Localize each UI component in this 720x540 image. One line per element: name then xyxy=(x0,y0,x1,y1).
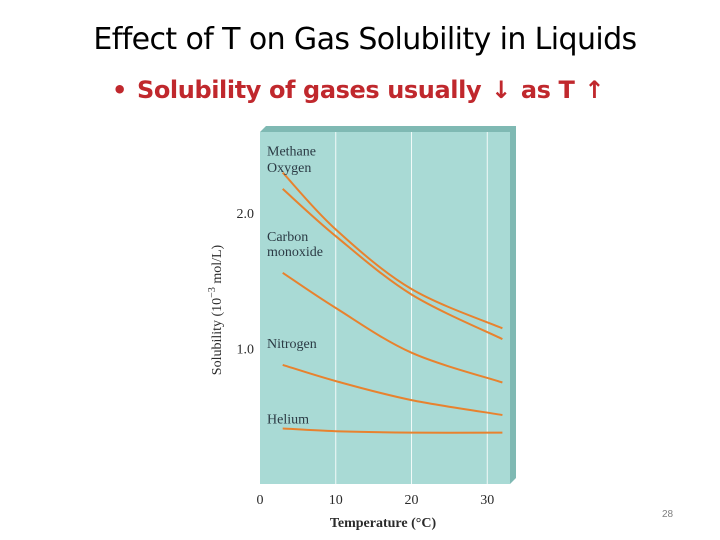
plot-area xyxy=(260,132,510,484)
series-curves xyxy=(281,171,503,434)
x-tick-label: 0 xyxy=(257,493,264,508)
series-label-nitrogen: Nitrogen xyxy=(267,337,317,352)
series-label-helium: Helium xyxy=(267,413,309,428)
page-number: 28 xyxy=(662,509,674,520)
down-arrow-icon: ↓ xyxy=(491,76,511,104)
x-tick-label: 30 xyxy=(480,493,494,508)
series-label-oxygen: Oxygen xyxy=(267,161,311,176)
bullet-text-middle: as T xyxy=(520,76,575,104)
slide-title: Effect of T on Gas Solubility in Liquids xyxy=(93,22,637,57)
x-tick-label: 10 xyxy=(329,493,343,508)
curve-methane xyxy=(281,171,503,330)
series-label-carbon-monoxide: Carbon monoxide xyxy=(267,230,323,260)
bullet-text-prefix: Solubility of gases usually xyxy=(136,76,482,104)
curve-oxygen xyxy=(282,188,503,340)
tick-labels: 0 10 20 30 1.0 2.0 xyxy=(237,207,495,508)
x-axis-label: Temperature (°C) xyxy=(330,516,437,531)
curve-nitrogen xyxy=(282,363,503,416)
series-label-methane: Methane xyxy=(267,145,316,160)
bullet-dot: • xyxy=(112,76,127,104)
curve-helium xyxy=(282,427,503,434)
bullet-point: • Solubility of gases usually ↓ as T ↑ xyxy=(112,76,606,104)
plot-frame xyxy=(260,126,516,484)
y-tick-label: 2.0 xyxy=(237,207,255,222)
curve-carbon-monoxide xyxy=(282,271,503,384)
y-tick-label: 1.0 xyxy=(237,343,255,358)
x-tick-label: 20 xyxy=(405,493,419,508)
up-arrow-icon: ↑ xyxy=(584,76,605,104)
y-axis-label: Solubility (10−3 mol/L) xyxy=(207,244,225,375)
